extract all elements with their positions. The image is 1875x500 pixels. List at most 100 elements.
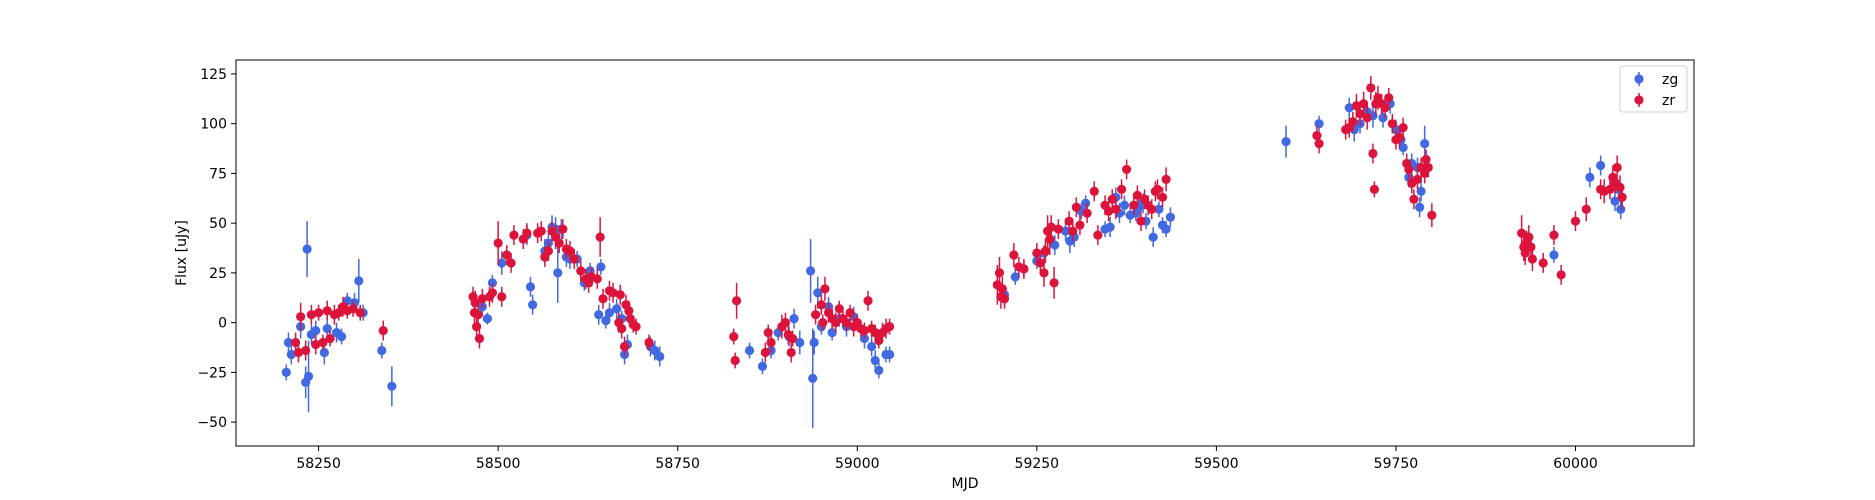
- data-point: [1104, 206, 1114, 216]
- legend-label: zg: [1662, 72, 1678, 88]
- x-axis: 58250 58500 58750 59000 59250 59500 59750 60000: [296, 446, 1598, 472]
- data-layer: [281, 75, 1627, 429]
- legend-marker: [1634, 95, 1644, 105]
- data-point: [1122, 164, 1132, 175]
- data-point: [1129, 200, 1139, 210]
- data-point: [601, 316, 611, 326]
- data-point: [845, 308, 855, 318]
- data-point: [1527, 254, 1537, 264]
- data-point: [757, 361, 768, 372]
- legend: zg zr: [1619, 65, 1688, 113]
- data-point: [615, 290, 625, 300]
- y-tick-label: 75: [209, 166, 227, 182]
- data-point: [1081, 198, 1091, 208]
- data-point: [1161, 174, 1171, 184]
- data-point: [1314, 119, 1324, 129]
- data-point: [301, 345, 311, 356]
- data-point: [1368, 148, 1378, 159]
- x-tick-label: 59500: [1194, 456, 1239, 472]
- data-point: [1136, 216, 1146, 226]
- data-point: [1378, 113, 1388, 123]
- data-point: [509, 230, 519, 240]
- data-point: [1398, 123, 1408, 133]
- y-tick-label: 0: [218, 316, 227, 332]
- data-point: [1046, 222, 1056, 232]
- data-point: [1526, 242, 1536, 252]
- series-zr: [291, 75, 1627, 369]
- data-point: [789, 314, 799, 324]
- data-point: [1394, 132, 1405, 143]
- data-point: [619, 341, 630, 352]
- data-point: [820, 284, 830, 294]
- data-point: [1585, 172, 1595, 182]
- data-point: [592, 274, 602, 284]
- data-point: [1384, 93, 1394, 103]
- data-point: [831, 318, 841, 328]
- data-point: [1019, 264, 1029, 274]
- y-tick-label: −25: [197, 365, 227, 381]
- data-point: [1045, 234, 1055, 244]
- y-axis: −50 −25 0 25 50 75 100 125: [197, 67, 236, 431]
- data-point: [1409, 194, 1419, 204]
- data-point: [558, 224, 568, 234]
- data-point: [1416, 186, 1426, 196]
- data-point: [1053, 224, 1063, 234]
- data-point: [809, 337, 819, 348]
- data-point: [306, 310, 317, 320]
- data-point: [293, 347, 304, 358]
- data-point: [1105, 222, 1115, 232]
- data-point: [554, 238, 564, 248]
- data-point: [744, 345, 755, 356]
- data-point: [311, 325, 321, 336]
- data-point: [576, 266, 586, 276]
- data-point: [594, 310, 604, 320]
- data-point: [859, 325, 870, 336]
- data-point: [1147, 204, 1157, 214]
- data-point: [1075, 220, 1085, 230]
- data-point: [816, 300, 826, 310]
- data-point: [1524, 232, 1534, 242]
- data-point: [997, 284, 1007, 294]
- data-point: [536, 226, 546, 236]
- data-point: [1420, 138, 1430, 149]
- data-point: [1314, 138, 1324, 149]
- data-point: [863, 296, 873, 306]
- data-point: [760, 347, 770, 358]
- data-point: [336, 331, 347, 342]
- data-point: [870, 355, 880, 366]
- data-point: [596, 262, 606, 272]
- data-point: [1369, 184, 1379, 194]
- x-tick-label: 58250: [296, 456, 341, 472]
- data-point: [1064, 216, 1074, 226]
- x-tick-label: 59000: [835, 456, 880, 472]
- data-point: [1549, 230, 1559, 240]
- data-point: [766, 337, 776, 348]
- data-point: [1119, 200, 1130, 210]
- data-point: [286, 349, 296, 360]
- data-point: [805, 266, 816, 276]
- data-point: [1071, 202, 1081, 212]
- y-tick-label: 125: [200, 67, 227, 83]
- data-point: [598, 294, 608, 304]
- data-point: [1132, 190, 1142, 200]
- data-point: [644, 337, 654, 348]
- x-tick-label: 60000: [1553, 456, 1598, 472]
- data-point: [732, 296, 742, 306]
- data-point: [313, 308, 324, 318]
- data-point: [477, 294, 487, 304]
- data-point: [1412, 174, 1423, 184]
- data-point: [1387, 119, 1397, 129]
- data-point: [1362, 113, 1372, 123]
- data-point: [1009, 250, 1019, 260]
- data-point: [302, 244, 312, 254]
- data-point: [1082, 208, 1092, 218]
- data-point: [1152, 184, 1163, 194]
- data-point: [493, 238, 503, 248]
- data-point: [1610, 196, 1620, 206]
- data-point: [1556, 270, 1566, 280]
- data-point: [355, 308, 365, 318]
- data-point: [608, 288, 618, 298]
- data-point: [281, 367, 291, 377]
- data-point: [1612, 162, 1622, 173]
